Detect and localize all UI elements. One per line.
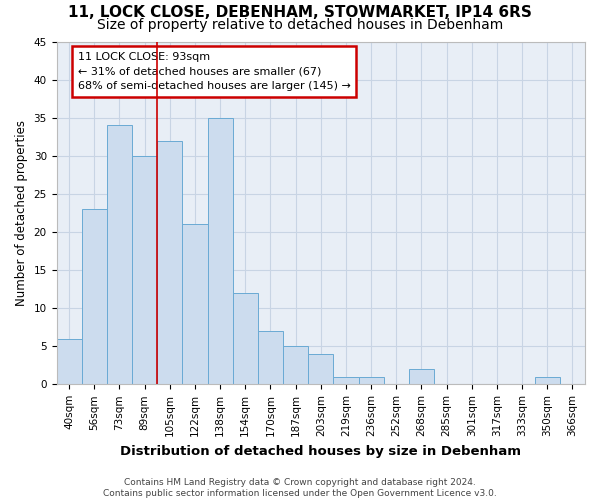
Text: 11 LOCK CLOSE: 93sqm
← 31% of detached houses are smaller (67)
68% of semi-detac: 11 LOCK CLOSE: 93sqm ← 31% of detached h… [77,52,350,92]
Bar [409,369,434,384]
Text: 11, LOCK CLOSE, DEBENHAM, STOWMARKET, IP14 6RS: 11, LOCK CLOSE, DEBENHAM, STOWMARKET, IP… [68,5,532,20]
Bar [132,156,157,384]
Bar [157,140,182,384]
Bar [56,338,82,384]
Bar [107,126,132,384]
Bar [258,331,283,384]
Bar [359,376,383,384]
Bar [182,224,208,384]
Bar [82,209,107,384]
Text: Size of property relative to detached houses in Debenham: Size of property relative to detached ho… [97,18,503,32]
Bar [283,346,308,385]
Bar [535,376,560,384]
Bar [334,376,359,384]
Bar [208,118,233,384]
Bar [233,293,258,384]
Y-axis label: Number of detached properties: Number of detached properties [15,120,28,306]
X-axis label: Distribution of detached houses by size in Debenham: Distribution of detached houses by size … [120,444,521,458]
Bar [308,354,334,384]
Text: Contains HM Land Registry data © Crown copyright and database right 2024.
Contai: Contains HM Land Registry data © Crown c… [103,478,497,498]
